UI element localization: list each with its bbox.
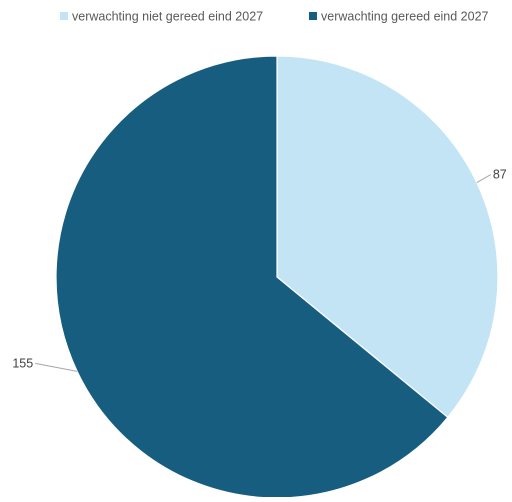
pie-data-labels: 87 155 bbox=[12, 168, 507, 372]
data-label-gereed: 155 bbox=[12, 356, 33, 370]
legend-swatch-niet-gereed bbox=[60, 12, 68, 20]
data-label-niet-gereed: 87 bbox=[493, 168, 507, 182]
leader-line-gereed bbox=[35, 362, 78, 372]
legend-label-niet-gereed: verwachting niet gereed eind 2027 bbox=[72, 10, 263, 24]
legend-label-gereed: verwachting gereed eind 2027 bbox=[321, 10, 489, 24]
leader-line-niet-gereed bbox=[476, 174, 492, 184]
pie-slice-niet-gereed bbox=[276, 55, 499, 419]
pie-slices bbox=[55, 55, 499, 499]
chart-legend: verwachting niet gereed eind 2027 verwac… bbox=[60, 10, 489, 24]
legend-swatch-gereed bbox=[309, 12, 317, 20]
